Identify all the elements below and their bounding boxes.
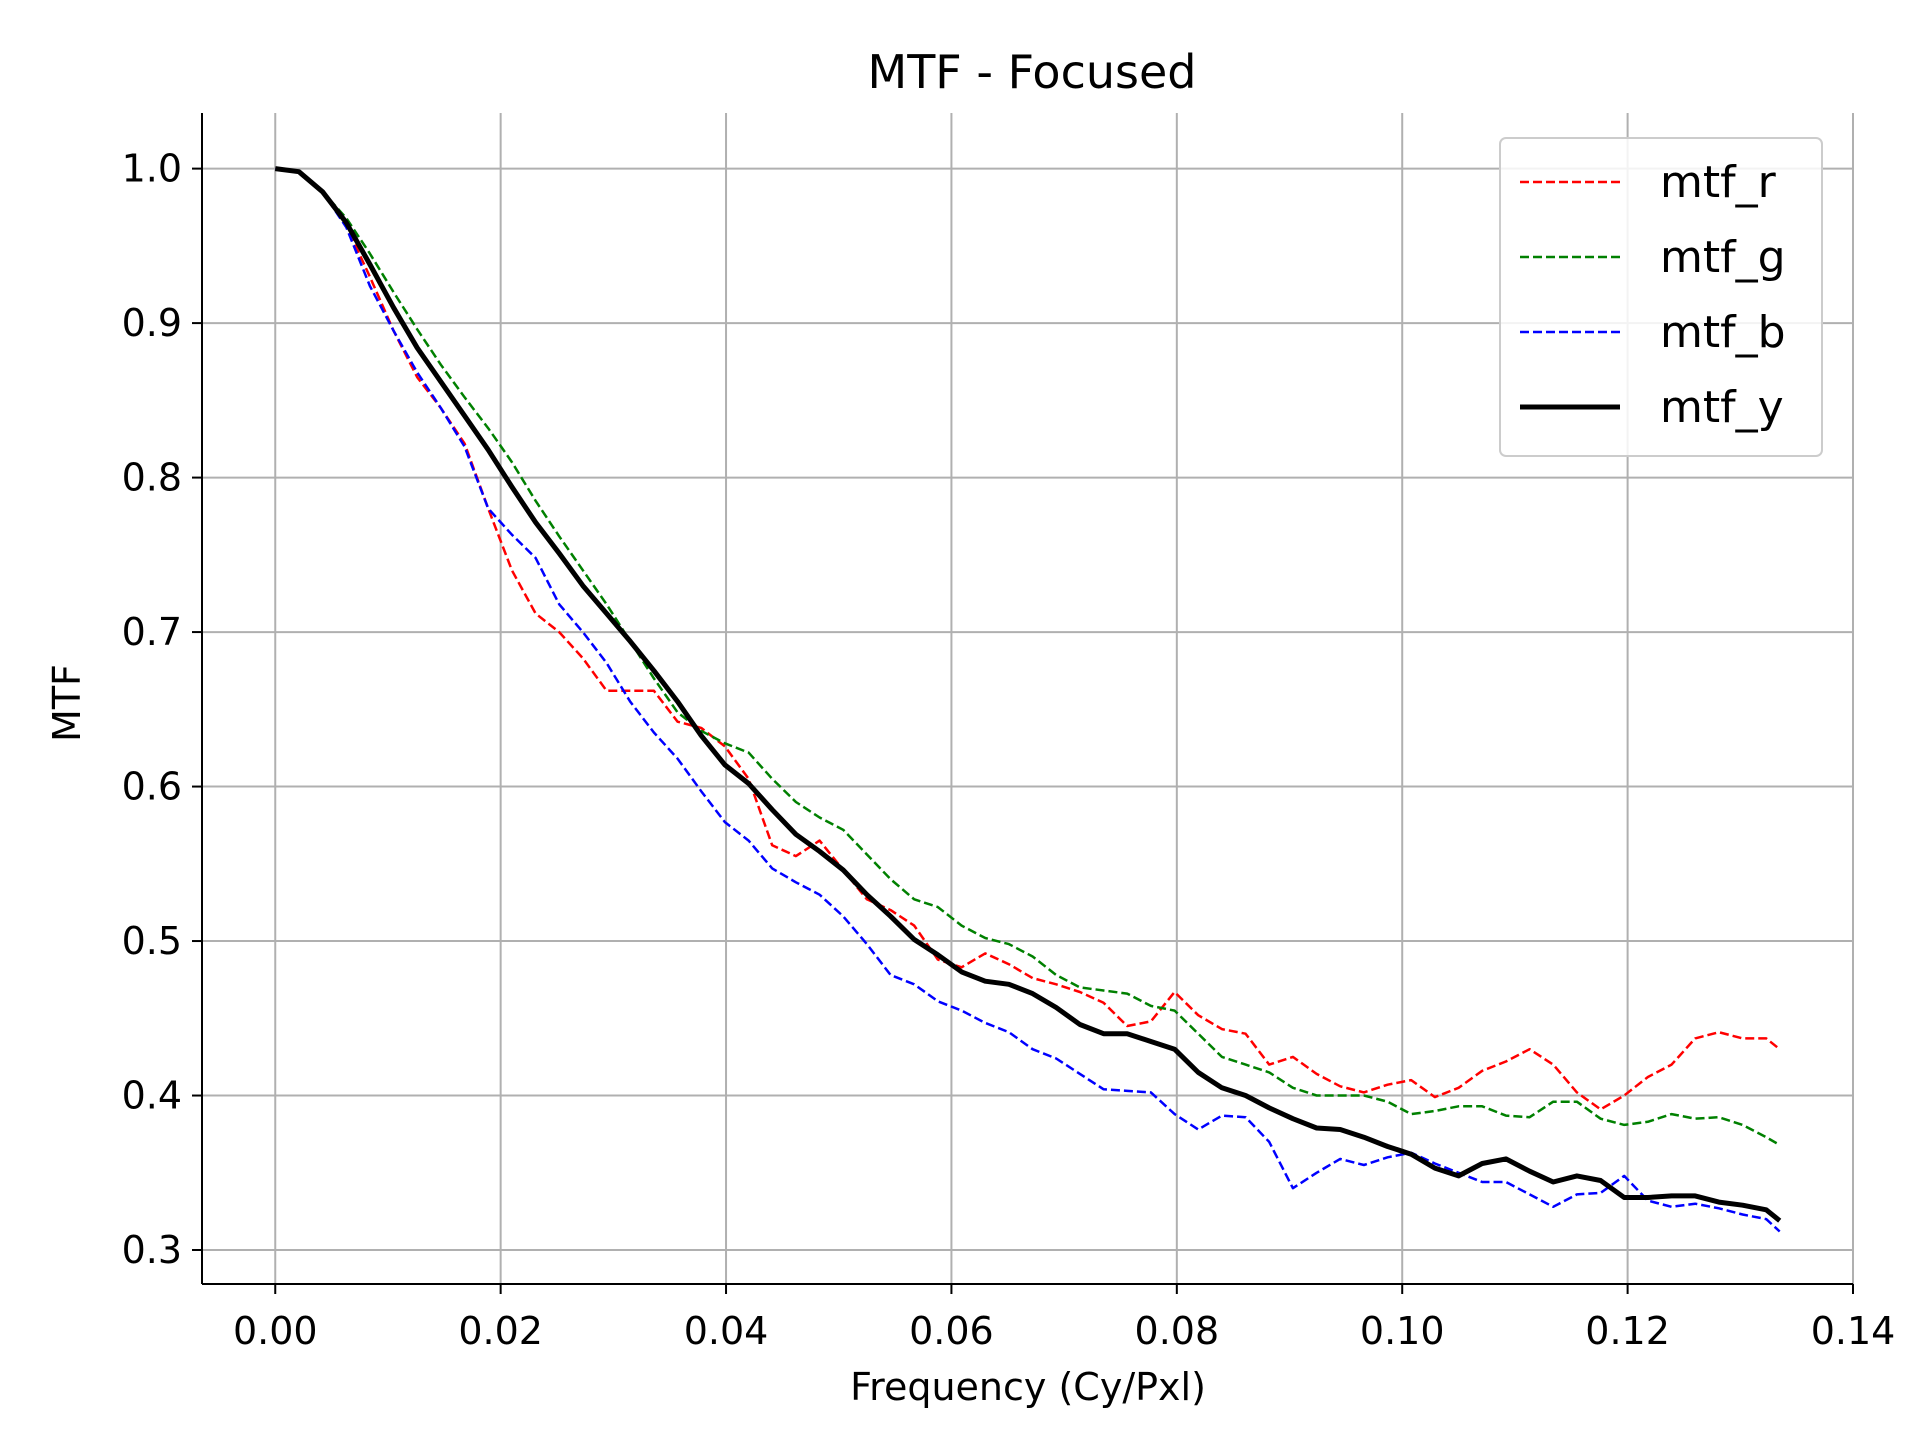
series-line-mtf-g [275, 167, 1781, 1147]
legend-label-mtf-b: mtf_b [1660, 307, 1786, 358]
y-tick-label: 0.6 [122, 765, 182, 809]
series-line-mtf-b [275, 167, 1781, 1233]
y-tick-label: 0.9 [122, 301, 182, 345]
x-axis-label: Frequency (Cy/Pxl) [850, 1365, 1206, 1409]
chart-title: MTF - Focused [868, 45, 1197, 99]
y-tick-label: 0.4 [122, 1074, 182, 1118]
x-tick-label: 0.14 [1811, 1309, 1896, 1353]
legend: mtf_r mtf_g mtf_b mtf_y [1499, 137, 1823, 457]
series-lines [274, 166, 1782, 1233]
axes [192, 113, 1854, 1294]
tick-labels: 0.00 0.02 0.04 0.06 0.08 0.10 0.12 0.14 0.3 0.4 0.… [122, 147, 1896, 1353]
legend-label-mtf-r: mtf_r [1660, 157, 1777, 208]
legend-box [1499, 137, 1823, 457]
legend-label-mtf-g: mtf_g [1660, 232, 1786, 283]
x-tick-label: 0.12 [1585, 1309, 1670, 1353]
y-axis-label: MTF [45, 664, 89, 742]
x-tick-label: 0.06 [909, 1309, 994, 1353]
x-tick-label: 0.02 [458, 1309, 543, 1353]
series-line-mtf-y [274, 166, 1782, 1223]
y-tick-label: 0.3 [122, 1228, 182, 1272]
x-tick-label: 0.08 [1135, 1309, 1220, 1353]
y-tick-label: 0.5 [122, 919, 182, 963]
y-tick-label: 0.8 [122, 456, 182, 500]
x-tick-label: 0.04 [684, 1309, 769, 1353]
y-tick-label: 0.7 [122, 610, 182, 654]
x-tick-label: 0.00 [233, 1309, 318, 1353]
grid [202, 113, 1854, 1284]
series-line-mtf-r [275, 167, 1781, 1111]
y-tick-label: 1.0 [122, 147, 182, 191]
legend-label-mtf-y: mtf_y [1660, 382, 1784, 433]
x-tick-label: 0.10 [1360, 1309, 1445, 1353]
